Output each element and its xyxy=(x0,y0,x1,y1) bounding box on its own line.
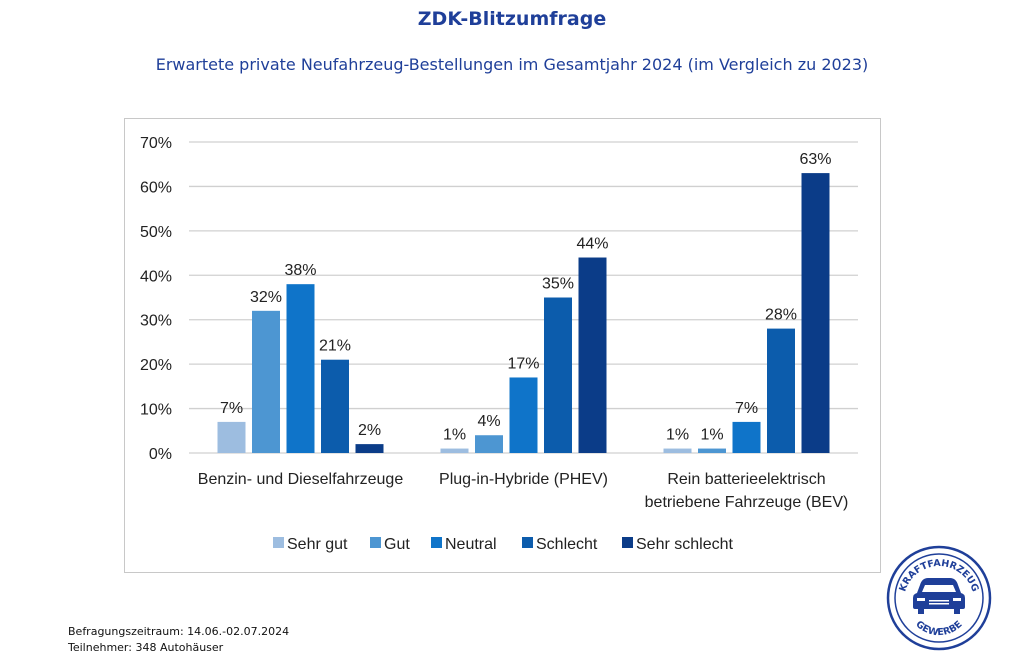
kfz-gewerbe-logo: KRAFTFAHRZEUG GEWERBE xyxy=(886,545,992,651)
car-icon xyxy=(913,578,965,614)
data-label: 44% xyxy=(576,236,608,253)
bar xyxy=(698,448,726,453)
bar xyxy=(440,448,469,453)
legend-label: Schlecht xyxy=(536,536,598,553)
y-tick-label: 50% xyxy=(140,224,172,241)
data-label: 63% xyxy=(799,151,831,168)
y-tick-label: 70% xyxy=(140,135,172,152)
data-label: 21% xyxy=(319,338,351,355)
legend-swatch xyxy=(431,537,442,548)
x-tick-label: Plug-in-Hybride (PHEV) xyxy=(439,471,608,488)
bar xyxy=(321,359,349,453)
legend-label: Gut xyxy=(384,536,410,553)
bar xyxy=(732,421,761,453)
chart-frame xyxy=(124,118,881,573)
y-tick-label: 10% xyxy=(140,402,172,419)
page-title: ZDK-Blitzumfrage xyxy=(417,8,607,30)
y-tick-label: 30% xyxy=(140,313,172,330)
y-tick-label: 20% xyxy=(140,357,172,374)
data-label: 1% xyxy=(666,427,689,444)
data-label: 35% xyxy=(542,276,574,293)
data-label: 7% xyxy=(735,400,758,417)
data-label: 1% xyxy=(700,427,723,444)
chart-subtitle: Erwartete private Neufahrzeug-Bestellung… xyxy=(155,55,869,74)
bar xyxy=(475,435,503,453)
bar xyxy=(355,444,384,453)
bar xyxy=(663,448,692,453)
bar xyxy=(767,328,795,453)
bar xyxy=(509,377,538,453)
y-tick-label: 0% xyxy=(149,446,172,463)
logo-bottom-text: GEWERBE xyxy=(913,619,964,639)
data-label: 32% xyxy=(250,289,282,306)
data-label: 38% xyxy=(284,262,316,279)
legend-label: Neutral xyxy=(445,536,497,553)
legend-label: Sehr schlecht xyxy=(636,536,733,553)
y-tick-label: 40% xyxy=(140,268,172,285)
data-label: 4% xyxy=(477,413,500,430)
bar xyxy=(217,421,246,453)
y-tick-label: 60% xyxy=(140,179,172,196)
legend-swatch xyxy=(370,537,381,548)
bar xyxy=(544,297,572,453)
data-label: 17% xyxy=(507,355,539,372)
data-label: 1% xyxy=(443,427,466,444)
x-tick-label: Rein batterieelektrisch xyxy=(667,471,825,488)
legend-swatch xyxy=(273,537,284,548)
x-tick-label: Benzin- und Dieselfahrzeuge xyxy=(198,471,404,488)
bar xyxy=(578,257,607,453)
data-label: 2% xyxy=(358,422,381,439)
participants: Teilnehmer: 348 Autohäuser xyxy=(68,641,224,654)
data-label: 28% xyxy=(765,307,797,324)
legend-swatch xyxy=(622,537,633,548)
bar xyxy=(252,310,280,453)
legend-label: Sehr gut xyxy=(287,536,348,553)
survey-period: Befragungszeitraum: 14.06.-02.07.2024 xyxy=(68,625,290,638)
x-tick-label: betriebene Fahrzeuge (BEV) xyxy=(645,494,849,511)
legend-swatch xyxy=(522,537,533,548)
bar xyxy=(801,173,830,453)
bar xyxy=(286,284,315,453)
data-label: 7% xyxy=(220,400,243,417)
